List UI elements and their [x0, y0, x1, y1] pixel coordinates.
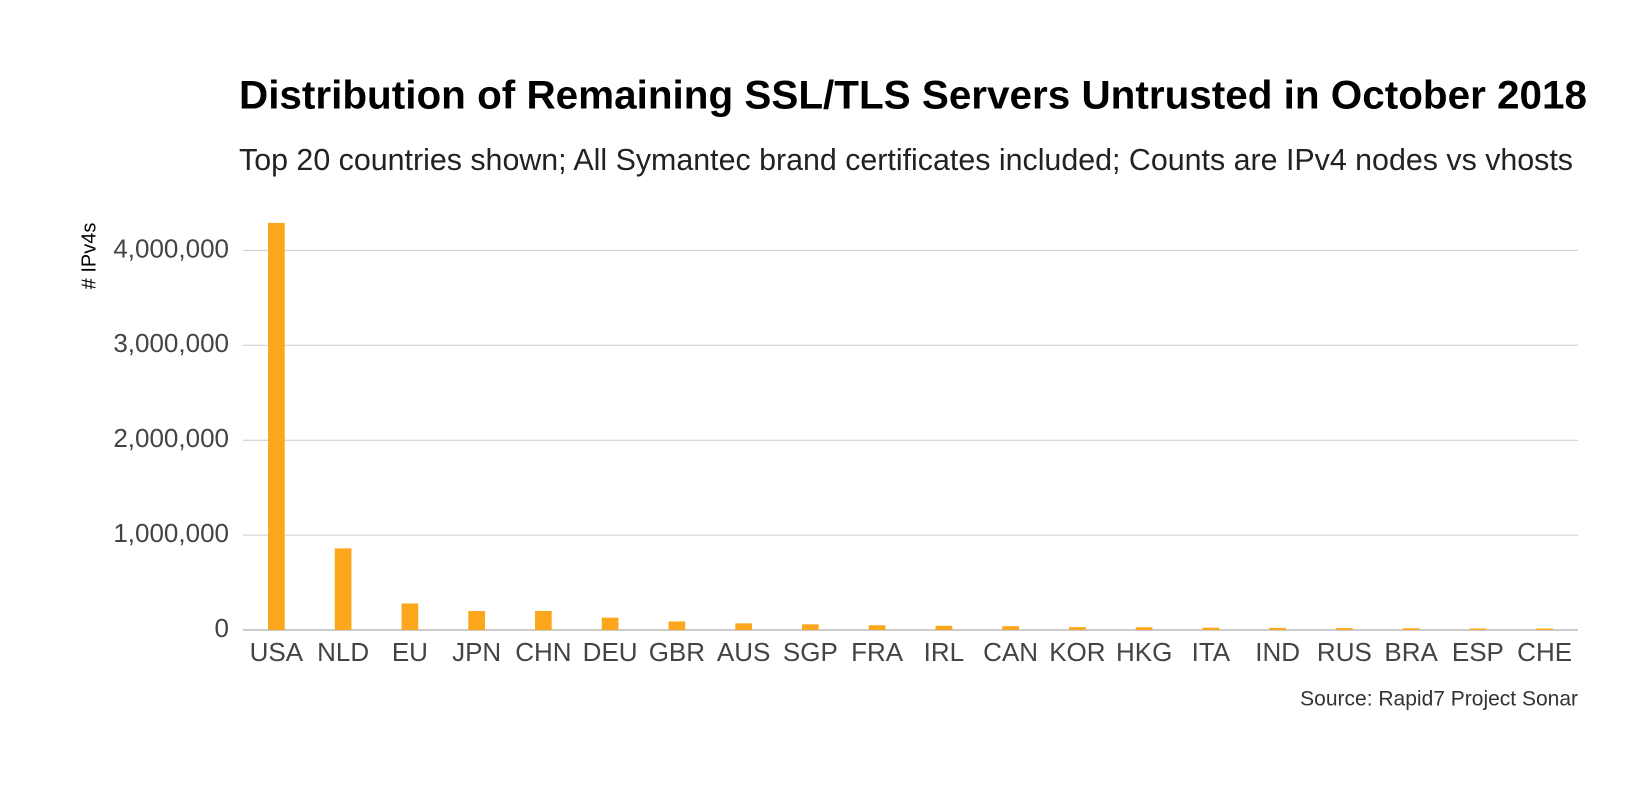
bar	[802, 624, 819, 630]
bar	[1069, 627, 1086, 630]
x-tick-label: FRA	[851, 637, 904, 667]
x-tick-label: IND	[1255, 637, 1300, 667]
x-tick-label: ESP	[1452, 637, 1504, 667]
bar	[601, 617, 619, 630]
bar	[1402, 628, 1420, 630]
x-tick-label: SGP	[783, 637, 838, 667]
x-tick-label: AUS	[717, 637, 770, 667]
chart-title: Distribution of Remaining SSL/TLS Server…	[239, 74, 1587, 118]
bar	[1269, 627, 1286, 630]
bar	[1469, 628, 1487, 630]
bar	[735, 623, 752, 630]
y-tick-label: 2,000,000	[113, 423, 229, 453]
x-tick-label: USA	[250, 637, 304, 667]
bar	[1536, 628, 1553, 630]
bar	[1336, 628, 1353, 630]
x-tick-label: CAN	[983, 637, 1038, 667]
bar	[401, 603, 419, 630]
bar	[468, 611, 485, 630]
x-tick-label: GBR	[649, 637, 705, 667]
bar	[868, 625, 886, 630]
x-tick-label: RUS	[1317, 637, 1372, 667]
y-tick-label: 4,000,000	[113, 233, 229, 263]
x-tick-label: HKG	[1116, 637, 1172, 667]
x-tick-label: NLD	[317, 637, 369, 667]
x-tick-label: KOR	[1049, 637, 1105, 667]
bar	[668, 621, 686, 630]
y-tick-label: 0	[215, 613, 229, 643]
x-tick-label: ITA	[1192, 637, 1231, 667]
bar	[334, 548, 352, 630]
x-tick-label: CHE	[1517, 637, 1572, 667]
bar	[268, 222, 285, 630]
source-note: Source: Rapid7 Project Sonar	[1300, 688, 1578, 711]
x-tick-label: BRA	[1384, 637, 1438, 667]
x-tick-label: IRL	[924, 637, 964, 667]
x-tick-label: CHN	[515, 637, 571, 667]
y-tick-label: 1,000,000	[113, 518, 229, 548]
x-tick-label: DEU	[583, 637, 638, 667]
bar	[535, 611, 552, 630]
x-tick-label: JPN	[452, 637, 501, 667]
x-tick-label: EU	[392, 637, 428, 667]
y-tick-label: 3,000,000	[113, 328, 229, 358]
bar	[935, 625, 953, 630]
y-axis-label: # IPv4s	[78, 223, 100, 290]
bar	[1202, 627, 1220, 630]
chart-subtitle: Top 20 countries shown; All Symantec bra…	[239, 142, 1573, 177]
bar	[1002, 626, 1019, 630]
bar	[1135, 627, 1153, 630]
